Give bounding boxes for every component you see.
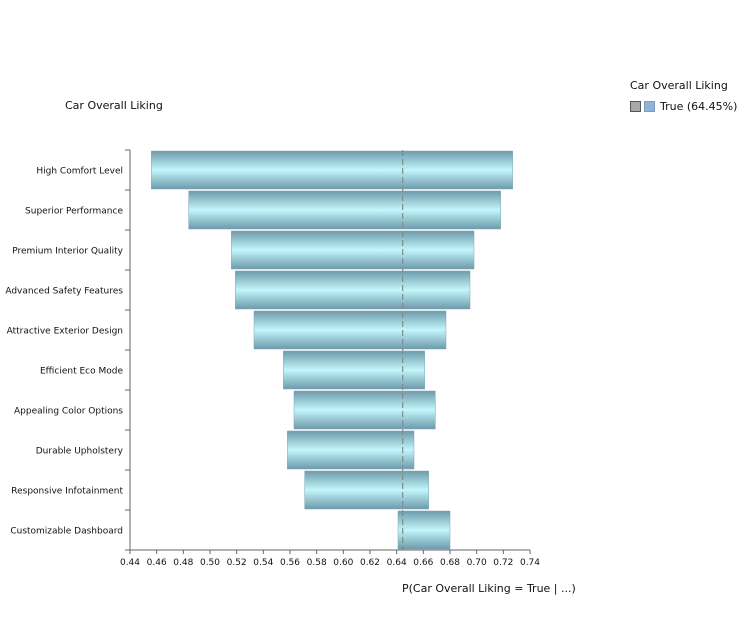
x-tick-label: 0.74 [520,558,540,568]
category-label: Appealing Color Options [14,407,123,417]
category-label: Efficient Eco Mode [40,367,123,377]
category-label: Premium Interior Quality [12,247,123,257]
x-axis-label: P(Car Overall Liking = True | ...) [402,582,576,595]
bar-1 [151,150,513,190]
bar-5 [253,310,447,350]
x-tick-label: 0.70 [467,558,487,568]
bar-2 [188,190,501,230]
legend-swatch-blue [644,101,655,112]
x-tick-label: 0.48 [173,558,193,568]
legend-title: Car Overall Liking [630,79,728,92]
legend-entry-label: True (64.45%) [660,100,738,113]
legend: Car Overall Liking True (64.45%) [630,79,737,113]
x-tick-label: 0.58 [307,558,327,568]
bar-7 [293,390,436,430]
category-label: Customizable Dashboard [10,527,123,537]
x-tick-label: 0.56 [280,558,300,568]
x-tick-label: 0.64 [387,558,407,568]
x-tick-label: 0.60 [333,558,353,568]
legend-swatch-grey [630,101,641,112]
bar-10 [397,510,451,550]
x-tick-label: 0.62 [360,558,380,568]
legend-entry: True (64.45%) [630,100,737,113]
x-tick-label: 0.54 [253,558,273,568]
x-tick-label: 0.46 [147,558,167,568]
x-tick-label: 0.68 [440,558,460,568]
x-tick-label: 0.72 [493,558,513,568]
category-label: Durable Upholstery [36,447,124,457]
x-tick-label: 0.44 [120,558,140,568]
x-tick-label: 0.50 [200,558,220,568]
category-label: Attractive Exterior Design [7,327,123,337]
category-label: Advanced Safety Features [5,287,123,297]
bar-4 [235,270,471,310]
bar-9 [304,470,429,510]
bar-8 [287,430,415,470]
chart-title: Car Overall Liking [65,99,163,112]
category-label: High Comfort Level [36,167,123,177]
x-tick-label: 0.66 [413,558,433,568]
bar-6 [283,350,425,390]
x-tick-label: 0.52 [227,558,247,568]
bar-3 [231,230,475,270]
category-label: Superior Performance [25,207,123,217]
category-label: Responsive Infotainment [11,487,123,497]
